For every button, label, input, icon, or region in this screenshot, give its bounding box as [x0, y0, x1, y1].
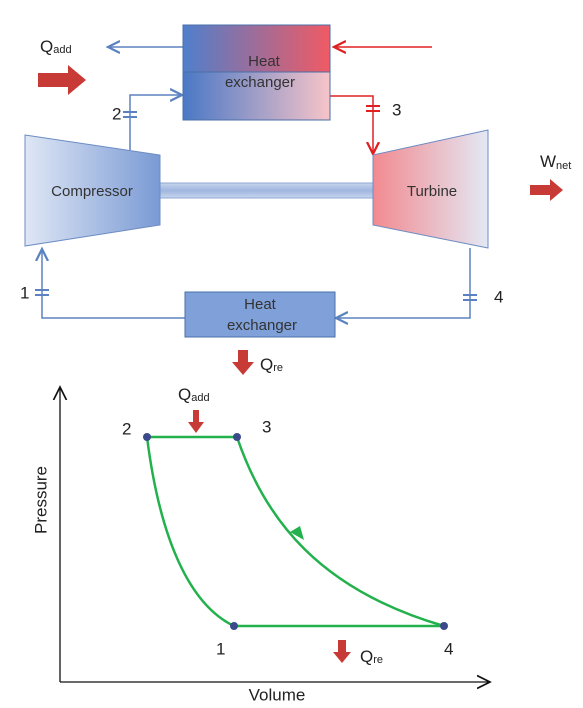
box-label: exchanger [227, 317, 297, 334]
heat-arrow [333, 640, 351, 663]
point-label: 1 [216, 639, 225, 658]
subscript: add [191, 392, 209, 404]
cycle-path [145, 435, 445, 628]
subscript: add [53, 44, 71, 56]
work-arrow [530, 179, 563, 201]
cycle-schematic: 1 2 3 4 Heat exchanger Qadd Compressor T… [20, 24, 571, 375]
heat-exchanger [182, 71, 331, 121]
heat-exchanger [184, 291, 336, 338]
state-label: 2 [112, 104, 121, 123]
flow-line [336, 248, 471, 318]
box-label: exchanger [225, 74, 295, 91]
state-markers [35, 105, 477, 301]
point-label: 4 [444, 639, 453, 658]
state-points [143, 433, 448, 630]
work-label: Wnet [540, 152, 571, 171]
heat-exchanger [182, 24, 331, 73]
heat-arrow [188, 410, 204, 433]
point-label: 3 [262, 417, 271, 436]
heat-arrow [232, 350, 254, 375]
subscript: re [373, 654, 383, 666]
symbol: Q [260, 355, 273, 374]
symbol: Q [40, 37, 53, 56]
turbine [372, 129, 489, 249]
state-label: 3 [392, 100, 401, 119]
x-axis-label: Volume [249, 685, 306, 704]
symbol: Q [360, 647, 373, 666]
box-label: Heat [244, 296, 277, 313]
compressor [24, 134, 161, 247]
flow-line [330, 95, 373, 154]
state-label: 1 [20, 283, 29, 302]
heat-rejected-label: Qre [260, 355, 283, 374]
y-axis-label: Pressure [31, 466, 50, 534]
symbol: W [540, 152, 556, 171]
direction-arrow [290, 526, 304, 540]
flow-line [42, 249, 185, 319]
heat-added-label: Qadd [40, 37, 72, 56]
turbine-label: Turbine [407, 183, 457, 200]
shaft [159, 182, 374, 199]
heat-rejected-label: Qre [360, 647, 383, 666]
flow-line [129, 95, 182, 150]
heat-added-label: Qadd [178, 385, 210, 404]
heat-arrow [38, 65, 86, 95]
state-label: 4 [494, 287, 503, 306]
box-label: Heat [248, 53, 281, 70]
subscript: re [273, 362, 283, 374]
subscript: net [556, 160, 571, 172]
compressor-label: Compressor [51, 183, 133, 200]
pv-diagram: Pressure Volume 1 2 3 4 Qadd Qre [31, 385, 490, 704]
point-label: 2 [122, 419, 131, 438]
symbol: Q [178, 385, 191, 404]
